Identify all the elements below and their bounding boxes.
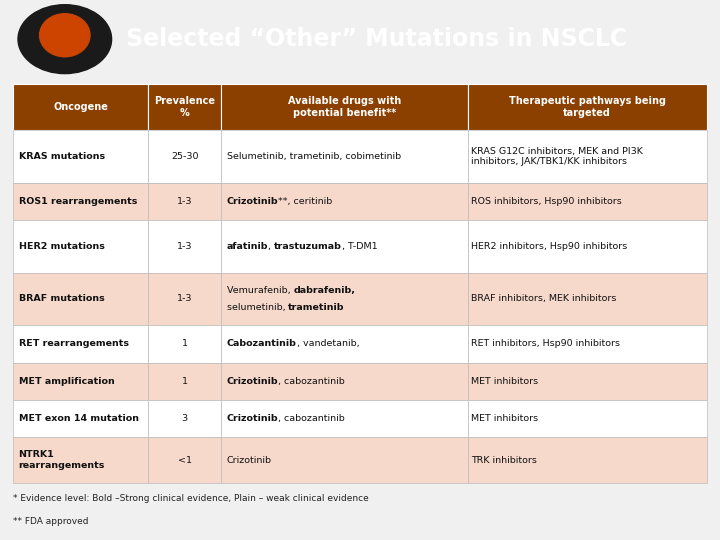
Bar <box>221 362 467 400</box>
Text: Prevalence
%: Prevalence % <box>154 96 215 118</box>
Bar <box>221 130 467 183</box>
Bar <box>221 273 467 325</box>
Bar <box>221 84 467 130</box>
Text: afatinib: afatinib <box>227 242 269 251</box>
Bar <box>467 325 707 362</box>
Text: , T-DM1: , T-DM1 <box>342 242 378 251</box>
Text: , vandetanib,: , vandetanib, <box>297 339 359 348</box>
Text: HER2 inhibitors, Hsp90 inhibitors: HER2 inhibitors, Hsp90 inhibitors <box>471 242 627 251</box>
Text: RET rearrangements: RET rearrangements <box>19 339 128 348</box>
Text: Cabozantinib: Cabozantinib <box>227 339 297 348</box>
Text: 1: 1 <box>181 339 188 348</box>
Text: trastuzumab: trastuzumab <box>274 242 342 251</box>
Text: MET inhibitors: MET inhibitors <box>471 414 538 423</box>
Text: trametinib: trametinib <box>289 303 345 312</box>
Bar <box>13 362 148 400</box>
Bar <box>13 130 148 183</box>
Bar <box>13 84 148 130</box>
Text: MET inhibitors: MET inhibitors <box>471 377 538 386</box>
Bar <box>13 325 148 362</box>
Bar <box>148 325 221 362</box>
Bar <box>467 183 707 220</box>
Bar <box>221 400 467 437</box>
Text: KRAS mutations: KRAS mutations <box>19 152 104 161</box>
Text: Crizotinib: Crizotinib <box>227 197 279 206</box>
Text: Crizotinib: Crizotinib <box>227 414 279 423</box>
Text: Selected “Other” Mutations in NSCLC: Selected “Other” Mutations in NSCLC <box>126 27 627 51</box>
Bar <box>13 400 148 437</box>
Text: ROS inhibitors, Hsp90 inhibitors: ROS inhibitors, Hsp90 inhibitors <box>471 197 622 206</box>
Text: 1-3: 1-3 <box>177 197 192 206</box>
Bar <box>467 84 707 130</box>
Text: ROS1 rearrangements: ROS1 rearrangements <box>19 197 137 206</box>
Bar <box>13 183 148 220</box>
Text: Therapeutic pathways being
targeted: Therapeutic pathways being targeted <box>509 96 666 118</box>
Bar <box>13 273 148 325</box>
Bar <box>467 437 707 483</box>
Bar <box>467 362 707 400</box>
Bar <box>148 220 221 273</box>
Text: MET amplification: MET amplification <box>19 377 114 386</box>
Text: **, ceritinib: **, ceritinib <box>279 197 333 206</box>
Text: Oncogene: Oncogene <box>53 102 108 112</box>
Bar <box>148 183 221 220</box>
Ellipse shape <box>18 5 112 73</box>
Text: MET exon 14 mutation: MET exon 14 mutation <box>19 414 138 423</box>
Bar <box>467 400 707 437</box>
Text: Crizotinib: Crizotinib <box>227 456 271 465</box>
Text: dabrafenib,: dabrafenib, <box>293 286 356 295</box>
Text: BRAF inhibitors, MEK inhibitors: BRAF inhibitors, MEK inhibitors <box>471 294 616 303</box>
Bar <box>148 273 221 325</box>
Bar <box>467 130 707 183</box>
Ellipse shape <box>40 14 90 57</box>
Text: 1: 1 <box>181 377 188 386</box>
Text: Selumetinib, trametinib, cobimetinib: Selumetinib, trametinib, cobimetinib <box>227 152 401 161</box>
Bar <box>467 220 707 273</box>
Bar <box>221 183 467 220</box>
Text: NTRK1
rearrangements: NTRK1 rearrangements <box>19 450 105 470</box>
Text: , cabozantinib: , cabozantinib <box>279 377 345 386</box>
Text: Crizotinib: Crizotinib <box>227 377 279 386</box>
Text: 25-30: 25-30 <box>171 152 199 161</box>
Bar <box>221 220 467 273</box>
Text: TRK inhibitors: TRK inhibitors <box>471 456 537 465</box>
Text: 1-3: 1-3 <box>177 242 192 251</box>
Text: HER2 mutations: HER2 mutations <box>19 242 104 251</box>
Text: Available drugs with
potential benefit**: Available drugs with potential benefit** <box>288 96 401 118</box>
Bar <box>148 84 221 130</box>
Bar <box>148 362 221 400</box>
Bar <box>221 325 467 362</box>
Text: KRAS G12C inhibitors, MEK and PI3K
inhibitors, JAK/TBK1/KK inhibitors: KRAS G12C inhibitors, MEK and PI3K inhib… <box>471 146 643 166</box>
Bar <box>221 437 467 483</box>
Text: ** FDA approved: ** FDA approved <box>13 517 89 526</box>
Text: * Evidence level: Bold –Strong clinical evidence, Plain – weak clinical evidence: * Evidence level: Bold –Strong clinical … <box>13 494 369 503</box>
Bar <box>13 437 148 483</box>
Text: Vemurafenib,: Vemurafenib, <box>227 286 293 295</box>
Text: 1-3: 1-3 <box>177 294 192 303</box>
Text: selumetinib,: selumetinib, <box>227 303 289 312</box>
Text: <1: <1 <box>178 456 192 465</box>
Bar <box>148 400 221 437</box>
Text: , cabozantinib: , cabozantinib <box>279 414 345 423</box>
Text: RET inhibitors, Hsp90 inhibitors: RET inhibitors, Hsp90 inhibitors <box>471 339 620 348</box>
Text: 3: 3 <box>181 414 188 423</box>
Bar <box>467 273 707 325</box>
Bar <box>13 220 148 273</box>
Text: BRAF mutations: BRAF mutations <box>19 294 104 303</box>
Bar <box>148 437 221 483</box>
Bar <box>148 130 221 183</box>
Text: ,: , <box>269 242 274 251</box>
